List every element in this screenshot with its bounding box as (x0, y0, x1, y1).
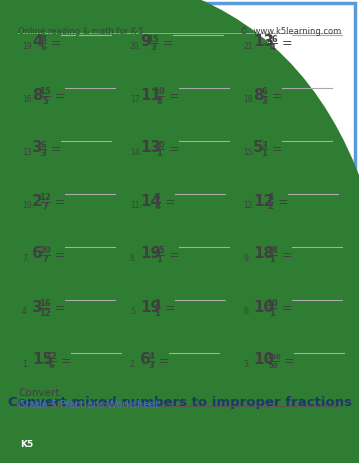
Text: =: = (159, 355, 169, 368)
Text: 10: 10 (253, 352, 274, 367)
Text: 6.: 6. (243, 307, 250, 315)
Text: =: = (163, 38, 173, 50)
Text: =: = (61, 355, 71, 368)
Text: ©  www.k5learning.com: © www.k5learning.com (240, 27, 341, 36)
Text: 4: 4 (149, 352, 154, 361)
Text: 15: 15 (32, 352, 53, 367)
Text: =: = (281, 302, 292, 315)
Text: 3: 3 (261, 96, 267, 105)
Text: 2: 2 (267, 202, 273, 211)
Text: 1.: 1. (22, 359, 29, 368)
Text: 15: 15 (148, 34, 159, 44)
Text: 1: 1 (269, 308, 275, 317)
Text: 5: 5 (42, 96, 48, 105)
Text: 18: 18 (266, 246, 278, 255)
Text: 4: 4 (154, 202, 160, 211)
Text: 12.: 12. (243, 200, 255, 210)
Text: 12: 12 (46, 352, 57, 361)
Text: 6: 6 (41, 44, 46, 52)
Text: =: = (272, 90, 283, 103)
Text: =: = (169, 249, 179, 262)
Text: 3.: 3. (243, 359, 250, 368)
Text: 13: 13 (253, 34, 274, 50)
Text: 8: 8 (157, 96, 162, 105)
Text: 4: 4 (32, 34, 43, 50)
Text: 9.: 9. (243, 253, 250, 263)
Text: 17.: 17. (130, 95, 142, 104)
Text: 7.: 7. (22, 253, 29, 263)
Text: 20: 20 (39, 246, 51, 255)
Text: 5.: 5. (130, 307, 137, 315)
Text: 10: 10 (266, 299, 278, 308)
Text: 16.: 16. (22, 95, 34, 104)
Text: 1: 1 (261, 149, 267, 158)
Text: 6: 6 (32, 246, 43, 261)
Text: 14.: 14. (130, 148, 142, 156)
Text: 3: 3 (149, 361, 154, 369)
Text: 2: 2 (154, 299, 160, 308)
Text: 13: 13 (140, 140, 161, 155)
Text: 3: 3 (41, 149, 46, 158)
Text: 11: 11 (140, 88, 161, 102)
Text: 16: 16 (266, 34, 278, 44)
Text: K5: K5 (20, 439, 34, 449)
Text: =: = (278, 196, 288, 209)
Text: 20: 20 (154, 140, 165, 149)
Text: 18.: 18. (243, 95, 255, 104)
Text: 7: 7 (42, 202, 48, 211)
Text: 12: 12 (253, 193, 274, 208)
Text: Online reading & math for K-5: Online reading & math for K-5 (18, 27, 144, 36)
Text: 2: 2 (32, 193, 43, 208)
Text: =: = (169, 143, 179, 156)
Text: 20.: 20. (130, 42, 142, 51)
Text: 4.: 4. (22, 307, 29, 315)
Text: Learning: Learning (22, 428, 78, 438)
Text: 4: 4 (267, 193, 273, 202)
Text: 7: 7 (42, 255, 48, 264)
Text: =: = (281, 38, 292, 50)
Text: =: = (55, 249, 65, 262)
Text: 3: 3 (261, 140, 267, 149)
Text: 10.: 10. (22, 200, 34, 210)
Text: 1: 1 (154, 308, 160, 317)
Text: =: = (55, 302, 65, 315)
Text: 3: 3 (32, 299, 43, 314)
FancyBboxPatch shape (4, 4, 355, 459)
Text: 13.: 13. (22, 148, 34, 156)
Text: =: = (51, 143, 61, 156)
Text: =: = (169, 90, 179, 103)
Text: =: = (55, 90, 65, 103)
Text: 5: 5 (154, 193, 160, 202)
Text: 100: 100 (266, 353, 281, 359)
Text: 2.: 2. (130, 359, 137, 368)
Text: 8: 8 (32, 88, 43, 102)
Text: 12: 12 (39, 308, 51, 317)
Text: 9: 9 (140, 34, 151, 50)
Text: =: = (165, 302, 176, 315)
Text: 25: 25 (153, 246, 165, 255)
Text: =: = (272, 143, 283, 156)
Text: 6: 6 (140, 352, 151, 367)
Text: 1: 1 (157, 255, 162, 264)
Text: 18: 18 (253, 246, 274, 261)
Text: 15.: 15. (243, 148, 255, 156)
Text: Convert.: Convert. (18, 387, 63, 397)
Text: 3: 3 (150, 44, 156, 52)
Text: =: = (284, 355, 294, 368)
Text: 19: 19 (140, 246, 161, 261)
Text: 10: 10 (154, 88, 165, 96)
Text: 4: 4 (269, 44, 275, 52)
Text: 19: 19 (140, 299, 161, 314)
Text: 16: 16 (39, 299, 51, 308)
Text: Convert mixed numbers to improper fractions: Convert mixed numbers to improper fracti… (8, 395, 352, 408)
Text: 12: 12 (39, 193, 51, 202)
Text: 5: 5 (253, 140, 264, 155)
Text: 14: 14 (140, 193, 161, 208)
Text: Grade 5 Fractions Worksheet: Grade 5 Fractions Worksheet (18, 399, 159, 409)
Text: 8.: 8. (130, 253, 137, 263)
Text: 50: 50 (269, 362, 278, 368)
Text: 6: 6 (41, 140, 46, 149)
Text: 11.: 11. (130, 200, 142, 210)
Text: 3: 3 (32, 140, 43, 155)
